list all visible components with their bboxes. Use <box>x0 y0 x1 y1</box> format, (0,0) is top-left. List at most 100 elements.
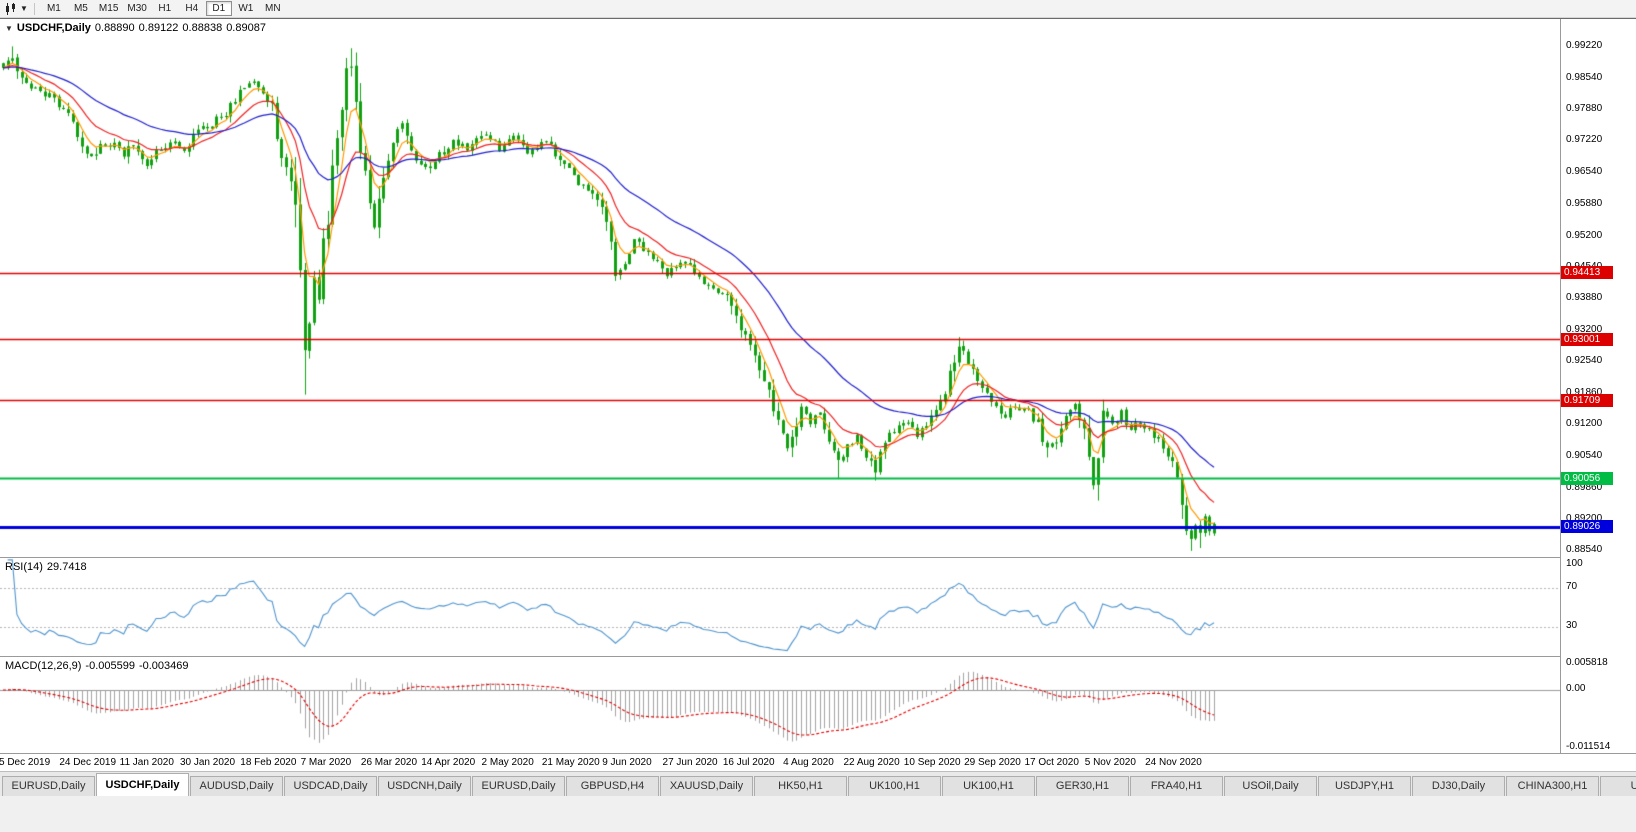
price-tick-label: 0.93200 <box>1566 324 1603 335</box>
price-tick-label: 0.93880 <box>1566 291 1603 303</box>
date-tick-label: 30 Jan 2020 <box>179 757 236 768</box>
chart-tab-dj30-daily[interactable]: DJ30,Daily <box>1412 776 1505 796</box>
toolbar-separator <box>33 2 35 15</box>
chart-tab-audusd-daily[interactable]: AUDUSD,Daily <box>190 776 283 796</box>
timeframe-button-h4[interactable]: H4 <box>185 3 199 14</box>
price-tick-label: 0.99220 <box>1566 39 1603 51</box>
chart-tab-usoil[interactable]: USOil, <box>1600 776 1636 796</box>
chart-tab-hk50-h1[interactable]: HK50,H1 <box>754 776 847 796</box>
timeframe-toolbar: ▼ M1 M5 M15 M30 H1 H4 D1 W1 MN <box>0 0 1636 18</box>
macd-level-label: 0.005818 <box>1566 657 1608 668</box>
date-tick-label: 11 Jan 2020 <box>119 757 174 768</box>
date-tick-label: 14 Apr 2020 <box>421 757 476 768</box>
ohlc-open: 0.88890 <box>94 22 135 34</box>
chart-tab-usdcnh-daily[interactable]: USDCNH,Daily <box>378 776 471 796</box>
chart-tab-uk100-h1[interactable]: UK100,H1 <box>848 776 941 796</box>
date-tick-label: 24 Dec 2019 <box>59 757 117 768</box>
date-tick-label: 4 Aug 2020 <box>783 757 834 768</box>
chart-tab-eurusd-daily[interactable]: EURUSD,Daily <box>2 776 95 796</box>
macd-indicator-pane[interactable]: MACD(12,26,9) -0.005599 -0.003469 <box>0 656 1560 753</box>
chart-title: ▼ USDCHF,Daily 0.88890 0.89122 0.88838 0.8908… <box>5 22 270 34</box>
price-tick-label: 0.95880 <box>1566 197 1603 209</box>
chart-tab-gbpusd-h4[interactable]: GBPUSD,H4 <box>566 776 659 796</box>
price-tick-label: 0.96540 <box>1566 166 1603 178</box>
status-bar-area <box>0 796 1636 832</box>
date-axis[interactable]: 5 Dec 2019 24 Dec 2019 11 Jan 2020 30 Jan 2… <box>0 753 1636 771</box>
price-pane[interactable]: ▼ USDCHF,Daily 0.88890 0.89122 0.88838 0.8908… <box>0 19 1560 557</box>
date-tick-label: 29 Sep 2020 <box>964 757 1021 768</box>
date-tick-label: 5 Nov 2020 <box>1084 757 1136 768</box>
timeframe-button-m15[interactable]: M15 <box>98 3 119 14</box>
macd-value: -0.005599 <box>85 660 135 672</box>
timeframe-button-m5[interactable]: M5 <box>73 3 88 14</box>
macd-title: MACD(12,26,9) -0.005599 -0.003469 <box>5 660 193 672</box>
chart-window: ▼ USDCHF,Daily 0.88890 0.89122 0.88838 0.8908… <box>0 18 1636 771</box>
chart-tab-uk100-h1[interactable]: UK100,H1 <box>942 776 1035 796</box>
timeframe-button-m30[interactable]: M30 <box>127 3 147 14</box>
macd-level-label: -0.011514 <box>1566 741 1611 752</box>
rsi-level-label: 100 <box>1566 558 1583 569</box>
macd-canvas[interactable] <box>0 657 1560 753</box>
date-tick-label: 22 Aug 2020 <box>843 757 900 768</box>
hline-price-badge: 0.93001 <box>1561 332 1613 346</box>
timeframe-button-w1[interactable]: W1 <box>238 3 254 14</box>
rsi-canvas[interactable] <box>0 558 1560 656</box>
price-tick-label: 0.97220 <box>1566 134 1603 146</box>
chart-tab-usdcad-daily[interactable]: USDCAD,Daily <box>284 776 377 796</box>
date-tick-label: 24 Nov 2020 <box>1145 757 1202 768</box>
macd-name: MACD(12,26,9) <box>5 660 82 672</box>
chart-tab-ger30-h1[interactable]: GER30,H1 <box>1036 776 1129 796</box>
date-tick-label: 17 Oct 2020 <box>1024 757 1079 768</box>
macd-level-label: 0.00 <box>1566 683 1586 695</box>
candlestick-glyph <box>6 2 15 15</box>
timeframe-buttons-group: M1 M5 M15 M30 H1 H4 D1 W1 MN <box>41 1 286 16</box>
chart-tab-usoil-daily[interactable]: USOil,Daily <box>1224 776 1317 796</box>
timeframe-button-h1[interactable]: H1 <box>158 3 172 14</box>
price-tick-label: 0.89200 <box>1566 512 1603 524</box>
date-tick-label: 27 Jun 2020 <box>662 757 718 768</box>
price-tick-label: 0.97880 <box>1566 103 1603 115</box>
date-tick-label: 21 May 2020 <box>541 757 600 768</box>
price-tick-label: 0.90540 <box>1566 449 1603 461</box>
date-tick-label: 10 Sep 2020 <box>903 757 961 768</box>
price-tick-label: 0.91200 <box>1566 418 1603 430</box>
chart-tab-bar: EURUSD,Daily USDCHF,Daily AUDUSD,Daily USDC… <box>0 771 1636 796</box>
price-tick-label: 0.88540 <box>1566 543 1603 555</box>
rsi-level-label: 70 <box>1566 581 1578 593</box>
price-tick-label: 0.89860 <box>1566 481 1603 493</box>
hline-price-badge: 0.94413 <box>1561 266 1613 280</box>
chart-tab-china300-h1[interactable]: CHINA300,H1 <box>1506 776 1599 796</box>
price-axis[interactable]: 0.99220 0.98540 0.97880 0.97220 0.96540 0.958… <box>1560 19 1636 753</box>
date-tick-label: 18 Feb 2020 <box>240 757 297 768</box>
rsi-indicator-pane[interactable]: RSI(14) 29.7418 <box>0 557 1560 656</box>
chart-type-icon[interactable] <box>4 2 18 15</box>
price-tick-label: 0.92540 <box>1566 355 1603 367</box>
date-tick-label: 26 Mar 2020 <box>360 757 418 768</box>
ohlc-low: 0.88838 <box>182 22 223 34</box>
chart-tab-usdjpy-h1[interactable]: USDJPY,H1 <box>1318 776 1411 796</box>
chart-tab-fra40-h1[interactable]: FRA40,H1 <box>1130 776 1223 796</box>
timeframe-button-d1[interactable]: D1 <box>205 1 232 16</box>
date-tick-label: 7 Mar 2020 <box>300 757 352 768</box>
chart-type-dropdown-arrow-icon[interactable]: ▼ <box>20 3 28 13</box>
date-tick-label: 9 Jun 2020 <box>602 757 652 768</box>
hline-price-badge: 0.90056 <box>1561 471 1613 485</box>
macd-signal-value: -0.003469 <box>138 660 189 672</box>
price-tick-label: 0.98540 <box>1566 71 1603 83</box>
rsi-name: RSI(14) <box>5 561 43 573</box>
chart-tab-usdchf-daily[interactable]: USDCHF,Daily <box>96 773 189 796</box>
date-tick-label: 16 Jul 2020 <box>722 757 775 768</box>
timeframe-button-mn[interactable]: MN <box>265 3 281 14</box>
collapse-arrow-icon[interactable]: ▼ <box>5 24 13 33</box>
hline-price-badge: 0.89026 <box>1561 520 1613 534</box>
price-tick-label: 0.91860 <box>1566 387 1603 399</box>
chart-symbol-label: USDCHF,Daily <box>16 22 91 34</box>
chart-tab-xauusd-daily[interactable]: XAUUSD,Daily <box>660 776 753 796</box>
chart-tab-eurusd-daily[interactable]: EURUSD,Daily <box>472 776 565 796</box>
hline-price-badge: 0.91709 <box>1561 393 1613 407</box>
price-chart-canvas[interactable] <box>0 19 1560 557</box>
timeframe-button-m1[interactable]: M1 <box>46 3 61 14</box>
ohlc-high: 0.89122 <box>138 22 179 34</box>
rsi-value: 29.7418 <box>46 561 87 573</box>
